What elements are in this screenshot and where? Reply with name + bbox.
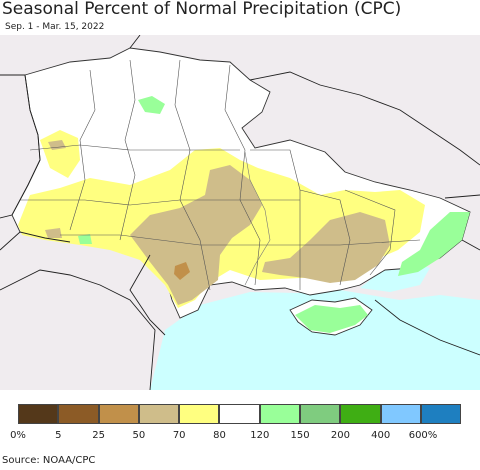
legend-swatch [420,404,462,424]
wet-crimea [295,305,368,333]
legend-tick-label: 50 [132,430,146,441]
legend-tick-label: 5 [55,430,62,441]
legend-swatch [138,404,180,424]
legend-tick-label: 150 [290,430,310,441]
legend-tick-label: 80 [213,430,226,441]
legend-tick-label: 200 [330,430,350,441]
admin-borders [20,59,421,291]
legend-swatch [179,404,220,424]
legend-tick-labels: 0% 5 25 50 70 80 120 150 200 400 600% [0,430,480,444]
legend-swatch [300,404,341,424]
wet-small-west [78,234,92,244]
black-sea [150,290,480,390]
legend-tick-label: 120 [250,430,270,441]
very-dry-spot [174,262,190,280]
color-legend [18,404,462,424]
map-subtitle: Sep. 1 - Mar. 15, 2022 [5,22,105,32]
legend-swatch [259,404,301,424]
source-credit: Source: NOAA/CPC [2,455,96,466]
legend-swatch [18,404,59,424]
legend-tick-label: 0% [10,430,26,441]
legend-swatch [340,404,381,424]
map-title: Seasonal Percent of Normal Precipitation… [2,0,402,19]
legend-swatch [58,404,99,424]
wet-north [138,96,165,114]
legend-tick-label: 70 [172,430,186,441]
country-borders [0,35,480,390]
legend-tick-label: 25 [92,430,105,441]
legend-tick-label: 600% [408,430,438,441]
legend-swatch [98,404,139,424]
legend-swatch [219,404,260,424]
dry-east [262,212,390,283]
precipitation-map [0,35,480,390]
legend-tick-label: 400 [371,430,391,441]
dnipro-river [244,151,271,286]
dry-west-small [45,228,62,238]
wet-east [398,212,470,276]
legend-swatch [380,404,421,424]
